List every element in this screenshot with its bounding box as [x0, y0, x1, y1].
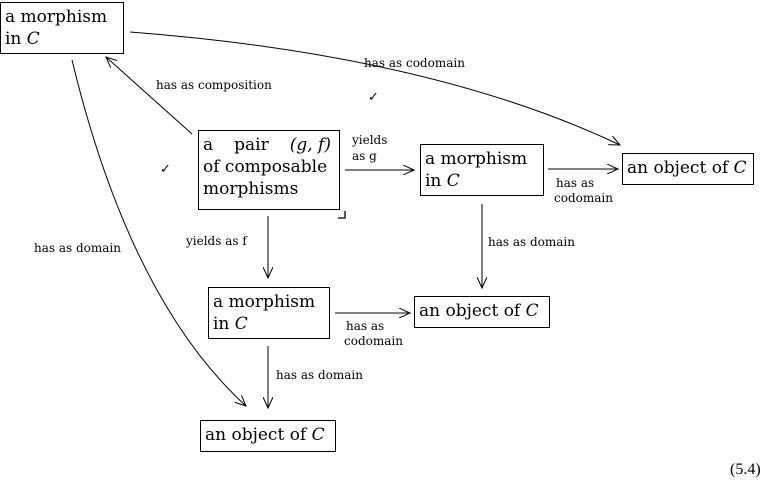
label-yields-g-line1: yields — [352, 133, 388, 147]
label-right-domain: has as domain — [488, 235, 575, 249]
label-yields-f: yields as f — [186, 234, 247, 248]
category-symbol: C — [733, 158, 747, 178]
category-symbol: C — [446, 171, 460, 191]
category-symbol: C — [26, 29, 40, 49]
node-pair-line2: of composable — [203, 157, 328, 177]
label-mid-codomain-line1: has as — [346, 319, 385, 333]
node-morphism-top-line1: a morphism — [5, 7, 108, 27]
check-mark-left: ✓ — [160, 162, 171, 177]
node-pair-word-pair: pair — [234, 135, 269, 155]
equation-number: (5.4) — [730, 461, 761, 478]
label-right-codomain-line2: codomain — [554, 191, 613, 205]
check-mark-top: ✓ — [368, 90, 379, 105]
label-yields-g-line2: as g — [352, 149, 377, 163]
node-morphism-top-prefix: in — [5, 29, 27, 49]
node-pair-word-a: a — [203, 135, 214, 155]
category-symbol: C — [311, 425, 325, 445]
node-morphism-right: a morphism in C — [420, 144, 544, 196]
label-right-codomain-line1: has as — [556, 176, 595, 190]
node-morphism-right-line1: a morphism — [425, 149, 528, 169]
node-morphism-mid-line1: a morphism — [213, 292, 316, 312]
node-pair-line3: morphisms — [203, 179, 299, 199]
pullback-corner — [338, 211, 346, 219]
category-symbol: C — [234, 314, 248, 334]
node-morphism-mid-prefix: in — [213, 314, 235, 334]
node-object-right-prefix: an object of — [627, 158, 734, 178]
node-object-bottom: an object of C — [200, 420, 336, 452]
arrow-composition — [106, 57, 193, 135]
node-morphism-mid: a morphism in C — [208, 287, 330, 339]
node-object-bottom-prefix: an object of — [205, 425, 312, 445]
node-object-mid: an object of C — [414, 296, 550, 328]
arrow-top-domain — [71, 59, 246, 406]
node-pair-gf: (g, f) — [289, 135, 331, 155]
node-pair: a pair (g, f) of composable morphisms — [198, 130, 340, 210]
node-object-mid-prefix: an object of — [419, 301, 526, 321]
label-top-codomain: has as codomain — [364, 56, 465, 70]
label-mid-codomain-line2: codomain — [344, 334, 403, 348]
label-composition: has as composition — [156, 78, 272, 92]
category-symbol: C — [525, 301, 539, 321]
label-top-domain: has as domain — [34, 241, 121, 255]
node-morphism-top: a morphism in C — [0, 2, 124, 54]
arrow-top-codomain — [129, 31, 620, 145]
node-morphism-right-prefix: in — [425, 171, 447, 191]
label-mid-domain: has as domain — [276, 368, 363, 382]
node-object-right: an object of C — [622, 153, 754, 185]
